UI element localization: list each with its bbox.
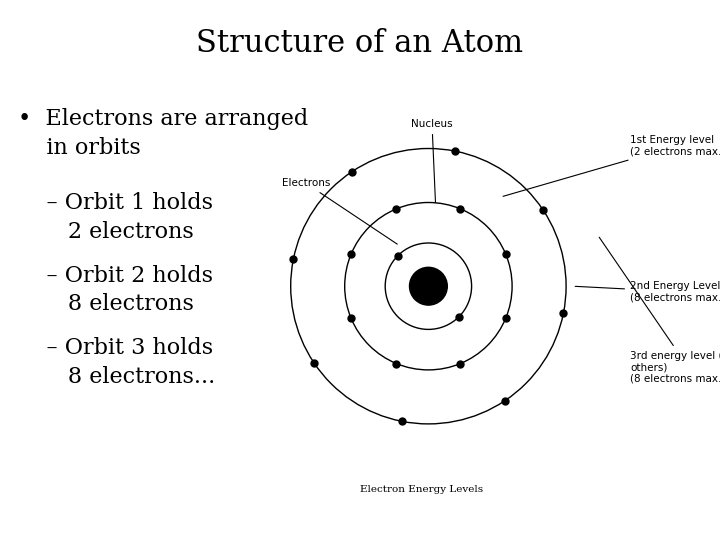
Text: – Orbit 3 holds
       8 electrons...: – Orbit 3 holds 8 electrons... bbox=[18, 338, 215, 388]
Text: 3rd energy level (& all
others)
(8 electrons max.): 3rd energy level (& all others) (8 elect… bbox=[599, 237, 720, 384]
Text: Nucleus: Nucleus bbox=[411, 119, 453, 202]
Circle shape bbox=[410, 267, 447, 305]
Text: Electrons: Electrons bbox=[282, 178, 397, 244]
Text: •  Electrons are arranged
    in orbits: • Electrons are arranged in orbits bbox=[18, 108, 308, 159]
Text: Structure of an Atom: Structure of an Atom bbox=[197, 28, 523, 59]
Text: Electron Energy Levels: Electron Energy Levels bbox=[359, 485, 483, 494]
Text: 1st Energy level
(2 electrons max.): 1st Energy level (2 electrons max.) bbox=[503, 135, 720, 197]
Text: 2nd Energy Level
(8 electrons max.): 2nd Energy Level (8 electrons max.) bbox=[575, 281, 720, 302]
Text: – Orbit 2 holds
       8 electrons: – Orbit 2 holds 8 electrons bbox=[18, 265, 213, 315]
Text: – Orbit 1 holds
       2 electrons: – Orbit 1 holds 2 electrons bbox=[18, 192, 213, 242]
